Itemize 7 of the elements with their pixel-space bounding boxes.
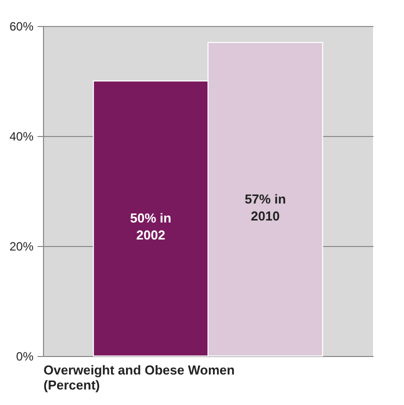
y-tick-label: 60% — [9, 20, 34, 34]
data-label: 57% in 2010 — [244, 191, 286, 224]
y-tick-label: 0% — [16, 350, 34, 364]
y-tick-label: 20% — [9, 240, 34, 254]
x-axis-title: Overweight and Obese Women (Percent) — [44, 362, 235, 392]
data-label: 50% in 2002 — [130, 210, 172, 242]
y-tick-label: 40% — [9, 130, 34, 144]
